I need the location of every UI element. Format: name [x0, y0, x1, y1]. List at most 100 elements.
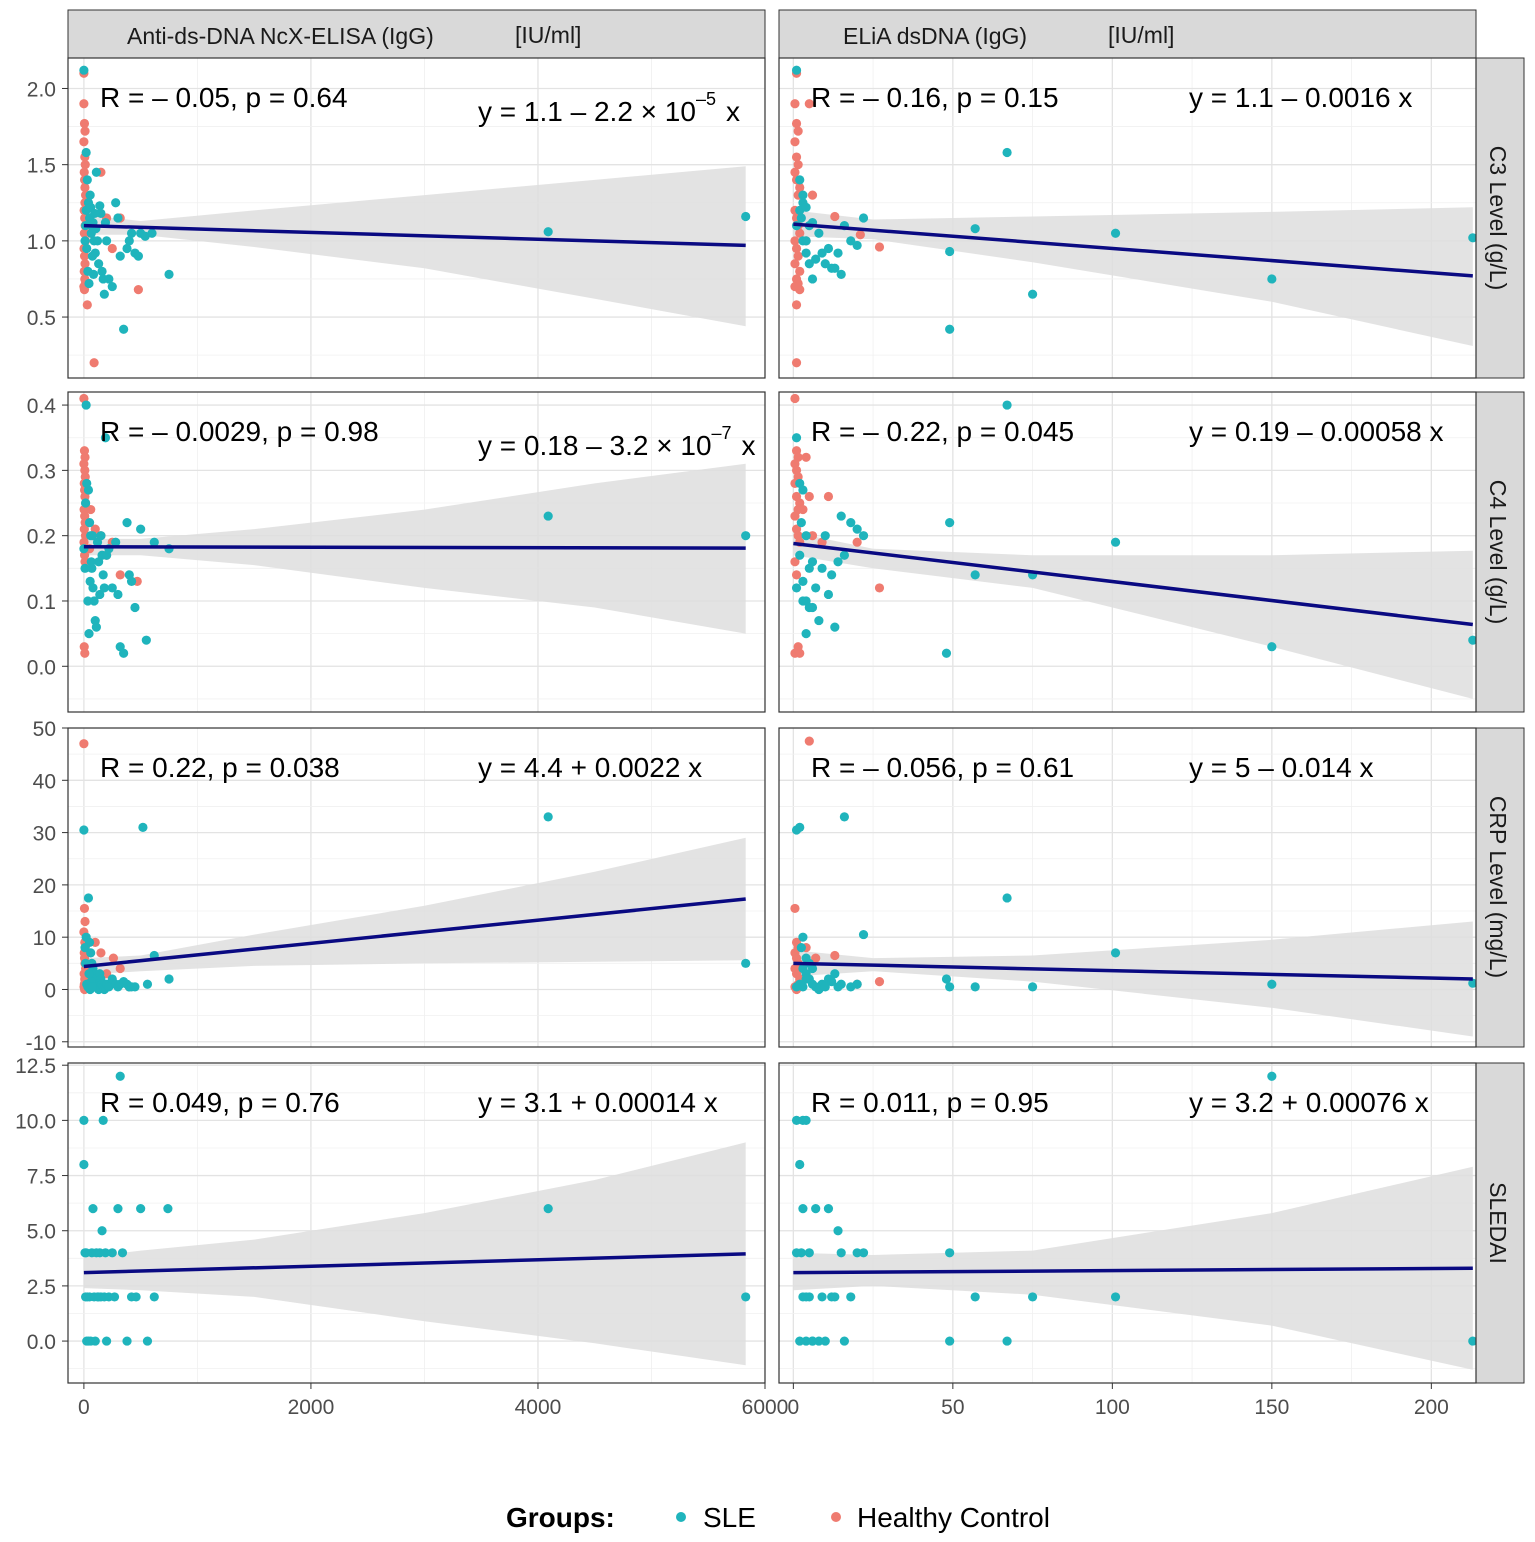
- equation-annotation: y = 5 – 0.014 x: [1189, 752, 1373, 783]
- correlation-annotation: R = – 0.16, p = 0.15: [811, 82, 1059, 113]
- sle-point: [801, 1292, 811, 1302]
- panel-border: [778, 57, 1477, 379]
- sle-point: [820, 531, 830, 541]
- plot-area: [79, 65, 751, 368]
- sle-point: [99, 583, 109, 593]
- sle-point: [84, 969, 94, 979]
- healthy-point: [791, 243, 802, 254]
- sle-point: [90, 1336, 100, 1346]
- panel-border: [67, 727, 766, 1048]
- sle-point: [970, 224, 980, 234]
- equation-annotation: y = 3.2 + 0.00076 x: [1189, 1087, 1429, 1118]
- sle-point: [1002, 1336, 1012, 1346]
- sle-point: [811, 254, 821, 264]
- healthy-point: [115, 963, 125, 974]
- equation-exponent: –5: [696, 89, 716, 109]
- sle-point: [833, 1226, 843, 1236]
- row-label-1: C3 Level (g/L): [1485, 146, 1511, 290]
- sle-point: [111, 198, 121, 208]
- panel-1-2: R = – 0.16, p = 0.15 y = 1.1 – 0.0016 x: [778, 57, 1477, 379]
- panel-border: [778, 1062, 1477, 1384]
- sle-point: [791, 65, 802, 75]
- sle-point: [811, 1204, 821, 1214]
- sle-point: [79, 1115, 89, 1125]
- row-strip-1: C3 Level (g/L): [1475, 57, 1525, 379]
- sle-point: [830, 969, 840, 979]
- healthy-point: [79, 537, 89, 547]
- legend-healthy-marker: [831, 1512, 841, 1522]
- sle-point: [807, 602, 818, 613]
- panel-border: [778, 391, 1477, 713]
- sle-point: [1027, 1292, 1038, 1302]
- sle-point: [852, 240, 862, 251]
- sle-point: [795, 822, 805, 832]
- confidence-ribbon: [83, 837, 746, 975]
- sle-point: [87, 251, 98, 261]
- healthy-point: [80, 259, 90, 269]
- sle-point: [101, 1336, 112, 1346]
- panel-border: [67, 1062, 766, 1384]
- sle-point: [970, 1292, 980, 1302]
- y-tick-label: 12.5: [15, 1055, 56, 1078]
- sle-point: [795, 1159, 805, 1170]
- sle-point: [85, 190, 95, 200]
- sle-point: [88, 269, 99, 279]
- healthy-point: [790, 236, 800, 246]
- healthy-point: [96, 948, 106, 958]
- y-tick-label: -10: [26, 1032, 56, 1055]
- regression-line: [83, 545, 746, 550]
- plot-area: [79, 739, 751, 995]
- equation-annotation: y = 3.1 + 0.00014 x: [478, 1087, 718, 1118]
- sle-point: [113, 589, 123, 600]
- equation-annotation: y = 0.19 – 0.00058 x: [1189, 416, 1444, 447]
- sle-point: [1468, 1336, 1476, 1346]
- healthy-point: [79, 903, 90, 914]
- healthy-point: [804, 491, 814, 502]
- sle-point: [1027, 289, 1038, 299]
- sle-point: [830, 263, 840, 273]
- legend-title: Groups:: [506, 1502, 615, 1533]
- sle-point: [804, 259, 814, 269]
- healthy-point: [852, 537, 862, 547]
- healthy-point: [79, 228, 89, 238]
- sle-point: [836, 511, 846, 521]
- healthy-point: [795, 228, 805, 238]
- column-units-2: [IU/ml]: [1108, 22, 1174, 48]
- sle-point: [814, 228, 824, 238]
- healthy-point: [80, 160, 90, 170]
- sle-point: [827, 977, 837, 987]
- sle-point: [117, 1248, 128, 1258]
- sle-point: [119, 648, 129, 658]
- column-units-1: [IU/ml]: [515, 22, 581, 48]
- x-tick-label: 0: [788, 1396, 800, 1419]
- y-tick-label: 0.3: [27, 460, 56, 483]
- confidence-ribbon: [793, 1166, 1473, 1370]
- sle-point: [814, 1336, 824, 1346]
- y-tick-label: 40: [33, 770, 56, 793]
- healthy-point: [795, 266, 805, 276]
- x-tick-label: 150: [1254, 1396, 1289, 1419]
- equation-variable: x: [726, 96, 740, 127]
- sle-point: [1002, 400, 1012, 410]
- y-tick-label: 5.0: [27, 1221, 56, 1244]
- sle-point: [801, 202, 811, 212]
- confidence-ribbon: [793, 921, 1473, 1037]
- sle-point: [142, 979, 153, 989]
- row-strip-3: CRP Level (mg/L): [1475, 727, 1525, 1048]
- sle-point: [98, 570, 108, 580]
- sle-point: [101, 236, 112, 246]
- healthy-point: [791, 358, 802, 368]
- sle-point: [80, 236, 90, 246]
- healthy-point: [79, 251, 90, 261]
- y-tick-label: 20: [33, 875, 56, 898]
- healthy-point: [874, 977, 885, 987]
- sle-point: [798, 576, 808, 586]
- sle-point: [83, 596, 93, 606]
- sle-point: [741, 211, 751, 222]
- healthy-point: [793, 126, 803, 136]
- sle-point: [543, 1204, 553, 1214]
- sle-point: [945, 324, 955, 334]
- sle-point: [839, 1336, 849, 1346]
- sle-point: [1468, 233, 1476, 243]
